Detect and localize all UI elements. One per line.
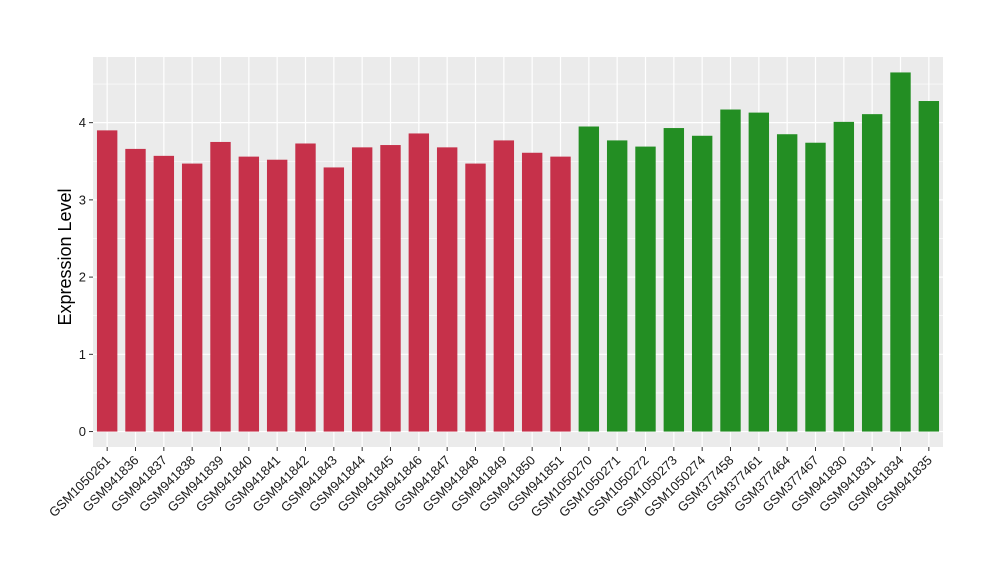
bar-GSM941850 [521,152,543,432]
bar-GSM377458 [720,109,741,432]
bar-GSM1050271 [606,140,628,432]
bar-GSM377461 [748,112,770,432]
bar-GSM941845 [380,145,401,432]
bar-GSM1050270 [578,126,600,432]
bar-GSM941849 [493,140,515,432]
bar-GSM941831 [861,114,883,432]
bar-GSM941830 [833,121,855,432]
x-axis: GSM1050261GSM941836GSM941837GSM941838GSM… [46,447,935,520]
bar-GSM941843 [323,167,345,432]
bar-GSM941839 [210,141,231,432]
bar-GSM1050261 [96,130,118,432]
bar-GSM377467 [805,142,826,432]
bar-GSM941846 [408,133,430,432]
y-tick-label: 3 [79,192,86,207]
bar-GSM941834 [890,72,911,432]
y-tick-label: 0 [79,424,86,439]
bar-GSM377464 [776,134,798,432]
bars [96,72,940,432]
bar-GSM941847 [436,147,458,432]
bar-GSM941837 [153,155,175,432]
bar-GSM941848 [465,163,486,432]
y-tick-label: 1 [79,347,86,362]
bar-GSM941844 [351,147,373,432]
bar-GSM1050274 [691,135,713,432]
y-tick-label: 2 [79,270,86,285]
bar-GSM1050272 [635,146,656,432]
y-axis-title: Expression Level [55,188,75,325]
bar-GSM941842 [295,143,316,432]
bar-GSM941841 [266,159,288,432]
plot-panel [93,57,943,447]
bar-GSM1050273 [663,128,685,432]
bar-GSM941835 [918,101,940,432]
y-tick-label: 4 [79,115,86,130]
bar-GSM941836 [125,148,146,432]
y-axis: 0 1 2 3 4 [79,115,93,439]
bar-GSM941851 [550,156,571,432]
bar-GSM941838 [181,163,203,432]
bar-GSM941840 [238,156,260,432]
